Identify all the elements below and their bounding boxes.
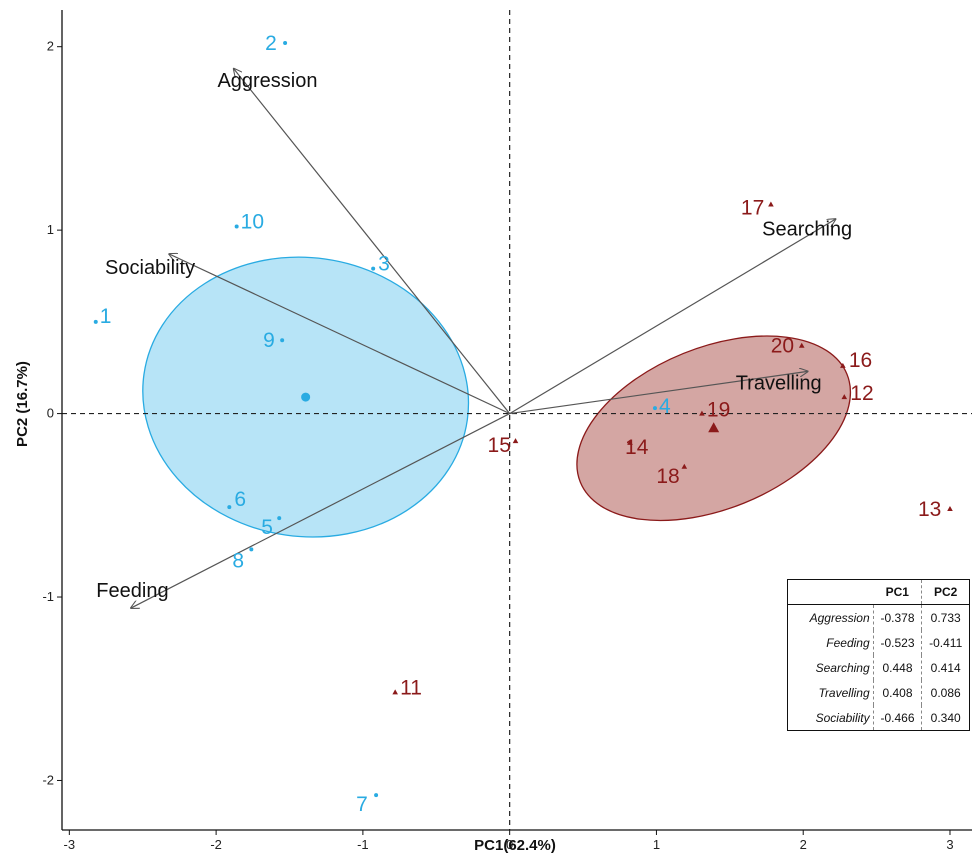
loadings-row-sociability: Sociability -0.466 0.340 — [788, 705, 970, 731]
loadings-row-travelling: Travelling 0.408 0.086 — [788, 680, 970, 705]
point-label: 15 — [488, 434, 511, 457]
point-label: 1 — [100, 305, 112, 328]
x-tick-label: -3 — [64, 837, 76, 852]
point-label: 13 — [918, 498, 941, 521]
group-centroid — [708, 422, 720, 433]
vector-label-travelling: Travelling — [736, 373, 822, 395]
point-label: 4 — [659, 395, 671, 418]
loading-vector-feeding — [131, 413, 510, 608]
data-point — [277, 516, 282, 521]
loadings-pc1-value: 0.448 — [872, 655, 922, 680]
loadings-pc1-value: -0.523 — [872, 630, 922, 655]
data-point — [392, 689, 398, 695]
point-label: 6 — [234, 488, 246, 511]
reference-lines — [62, 10, 972, 830]
point-label: 14 — [625, 436, 649, 459]
data-point — [627, 439, 633, 445]
data-point — [798, 342, 805, 348]
vector-label-feeding: Feeding — [96, 580, 168, 602]
point-label: 10 — [241, 210, 264, 233]
loadings-row-name: Travelling — [818, 685, 870, 700]
y-tick-label: 2 — [47, 39, 54, 54]
point-label: 12 — [850, 382, 873, 405]
loadings-row-name: Aggression — [809, 610, 870, 625]
data-point — [512, 438, 519, 444]
loadings-row-aggression: Aggression -0.378 0.733 — [788, 604, 970, 630]
loading-vector-sociability — [169, 254, 510, 415]
x-tick-label: 3 — [946, 837, 953, 852]
point-label: 5 — [261, 516, 273, 539]
x-axis-title: PC1(62.4%) — [474, 837, 556, 854]
data-point — [249, 547, 254, 552]
loadings-pc1-value: -0.466 — [872, 705, 922, 731]
data-point — [374, 793, 379, 798]
loadings-pc1-value: -0.378 — [872, 604, 922, 630]
y-axis-title: PC2 (16.7%) — [14, 361, 31, 447]
data-point — [840, 362, 846, 368]
data-point — [841, 394, 848, 400]
point-label: 18 — [656, 465, 679, 488]
data-point — [371, 266, 376, 271]
loadings-header-pc2: PC2 — [921, 579, 970, 605]
loadings-row-searching: Searching 0.448 0.414 — [788, 655, 970, 680]
point-label: 19 — [707, 399, 730, 422]
loadings-header-pc1: PC1 — [873, 579, 922, 605]
x-tick-label: 0 — [506, 837, 513, 852]
y-tick-label: -1 — [42, 589, 54, 604]
x-tick-label: -2 — [210, 837, 222, 852]
point-label: 20 — [771, 335, 794, 358]
loadings-row-name: Searching — [815, 660, 870, 675]
data-point — [283, 41, 288, 46]
data-point — [681, 463, 688, 469]
loadings-pc2-value: -0.411 — [921, 630, 970, 655]
loadings-pc2-value: 0.340 — [921, 705, 970, 731]
data-point — [280, 338, 285, 343]
data-point — [768, 201, 774, 207]
loadings-pc2-value: 0.414 — [921, 655, 970, 680]
loadings-pc2-value: 0.733 — [921, 604, 970, 630]
loadings-header-row: PC1 PC2 — [787, 579, 970, 605]
y-tick-label: 1 — [47, 222, 54, 237]
loading-vector-aggression — [234, 69, 511, 414]
point-label: 8 — [232, 549, 244, 572]
point-label: 7 — [356, 793, 368, 816]
loading-vectors: Aggression Sociability Feeding Searching Tra… — [96, 69, 852, 608]
loading-vector-searching — [509, 219, 836, 415]
x-tick-label: -1 — [357, 837, 369, 852]
loadings-pc1-value: 0.408 — [872, 680, 922, 705]
point-label: 2 — [265, 32, 277, 55]
vector-label-sociability: Sociability — [105, 257, 195, 279]
point-label: 17 — [741, 196, 764, 219]
data-point — [93, 319, 98, 324]
loadings-table: PC1 PC2 Aggression -0.378 0.733 Feeding … — [787, 579, 970, 731]
y-tick-label: -2 — [42, 772, 54, 787]
vector-label-aggression: Aggression — [217, 70, 317, 92]
loadings-row-feeding: Feeding -0.523 -0.411 — [788, 630, 970, 655]
loadings-pc2-value: 0.086 — [921, 680, 970, 705]
data-point — [234, 224, 239, 229]
data-point — [652, 406, 657, 411]
data-point — [227, 505, 232, 510]
loading-vector-travelling — [509, 371, 808, 415]
loadings-row-name: Sociability — [815, 710, 870, 725]
x-tick-label: 1 — [653, 837, 660, 852]
group-centroid — [301, 392, 311, 402]
x-tick-label: 2 — [800, 837, 807, 852]
point-label: 16 — [849, 349, 872, 372]
data-point — [947, 505, 953, 511]
point-label: 3 — [378, 253, 390, 276]
point-label: 11 — [400, 676, 422, 699]
data-point — [699, 410, 705, 416]
vector-label-searching: Searching — [762, 219, 852, 241]
loadings-header-blank — [787, 579, 874, 605]
y-tick-label: 0 — [47, 406, 54, 421]
point-label: 9 — [263, 329, 275, 352]
loadings-row-name: Feeding — [826, 635, 870, 650]
